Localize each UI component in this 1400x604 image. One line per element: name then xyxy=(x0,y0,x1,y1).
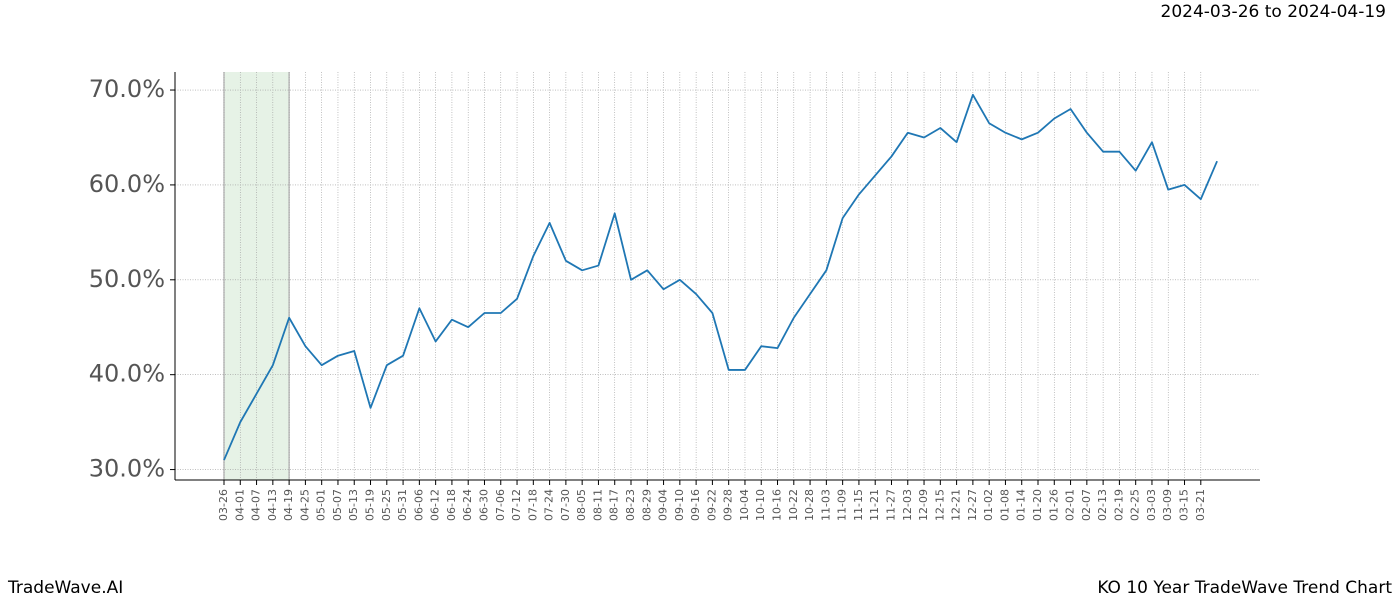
x-tick-label: 01-08 xyxy=(998,489,1011,521)
x-tick-label: 10-28 xyxy=(803,489,816,521)
x-tick-label: 12-27 xyxy=(966,489,979,521)
x-tick-label: 03-26 xyxy=(217,489,230,521)
x-tick-label: 07-12 xyxy=(510,489,523,521)
series-line xyxy=(223,93,1218,461)
x-tick-label: 01-02 xyxy=(982,489,995,521)
x-tick-label: 10-22 xyxy=(787,489,800,521)
x-tick-label: 03-03 xyxy=(1145,489,1158,521)
x-tick-label: 08-29 xyxy=(640,489,653,521)
x-tick-label: 01-20 xyxy=(1031,489,1044,521)
x-tick-label: 11-27 xyxy=(884,489,897,521)
x-tick-label: 10-16 xyxy=(771,489,784,521)
footer-left: TradeWave.AI xyxy=(7,578,123,598)
x-tick-label: 02-01 xyxy=(1064,489,1077,521)
x-tick-label: 12-03 xyxy=(901,489,914,521)
x-tick-label: 01-14 xyxy=(1015,489,1028,521)
highlight-band xyxy=(224,72,290,480)
chart-title: 2024-03-26 to 2024-04-19 xyxy=(1161,2,1386,22)
x-tick-label: 07-06 xyxy=(494,489,507,521)
x-tick-label: 04-19 xyxy=(282,489,295,521)
x-tick-label: 06-24 xyxy=(461,489,474,521)
x-tick-label: 07-30 xyxy=(559,489,572,521)
x-tick-label: 11-09 xyxy=(836,489,849,521)
y-tick-label: 30.0% xyxy=(89,455,165,483)
x-tick-label: 07-24 xyxy=(543,489,556,521)
x-tick-label: 11-15 xyxy=(852,489,865,521)
x-tick-label: 05-01 xyxy=(315,489,328,521)
footer-right: KO 10 Year TradeWave Trend Chart xyxy=(1097,578,1392,598)
x-tick-label: 09-04 xyxy=(657,489,670,521)
x-tick-label: 06-06 xyxy=(412,489,425,521)
x-tick-label: 04-13 xyxy=(266,489,279,521)
x-tick-label: 09-28 xyxy=(722,489,735,521)
x-tick-label: 05-19 xyxy=(364,489,377,521)
x-tick-label: 08-17 xyxy=(608,489,621,521)
x-tick-label: 11-03 xyxy=(819,489,832,521)
x-tick-label: 08-23 xyxy=(624,489,637,521)
y-tick-label: 60.0% xyxy=(89,170,165,198)
x-tick-label: 08-11 xyxy=(591,489,604,521)
x-tick-label: 01-26 xyxy=(1047,489,1060,521)
x-tick-label: 04-07 xyxy=(250,489,263,521)
x-tick-label: 02-25 xyxy=(1129,489,1142,521)
x-tick-label: 12-15 xyxy=(933,489,946,521)
x-tick-label: 09-16 xyxy=(689,489,702,521)
x-tick-label: 12-21 xyxy=(950,489,963,521)
x-tick-label: 08-05 xyxy=(575,489,588,521)
y-tick-label: 40.0% xyxy=(89,360,165,388)
x-tick-label: 07-18 xyxy=(526,489,539,521)
x-tick-label: 03-15 xyxy=(1178,489,1191,521)
x-tick-label: 05-13 xyxy=(347,489,360,521)
y-tick-label: 70.0% xyxy=(89,75,165,103)
x-tick-label: 06-12 xyxy=(429,489,442,521)
y-tick-label: 50.0% xyxy=(89,265,165,293)
x-tick-label: 04-25 xyxy=(298,489,311,521)
x-tick-label: 03-21 xyxy=(1194,489,1207,521)
x-tick-label: 06-18 xyxy=(445,489,458,521)
x-tick-label: 10-04 xyxy=(738,489,751,521)
x-tick-label: 09-10 xyxy=(673,489,686,521)
x-tick-label: 06-30 xyxy=(477,489,490,521)
x-tick-label: 04-01 xyxy=(233,489,246,521)
x-tick-label: 12-09 xyxy=(917,489,930,521)
x-tick-label: 05-25 xyxy=(380,489,393,521)
x-tick-label: 05-31 xyxy=(396,489,409,521)
x-tick-label: 05-07 xyxy=(331,489,344,521)
x-tick-label: 02-19 xyxy=(1112,489,1125,521)
x-tick-label: 11-21 xyxy=(868,489,881,521)
x-tick-label: 02-13 xyxy=(1096,489,1109,521)
x-tick-label: 02-07 xyxy=(1080,489,1093,521)
x-tick-label: 03-09 xyxy=(1161,489,1174,521)
x-tick-label: 09-22 xyxy=(705,489,718,521)
x-tick-label: 10-10 xyxy=(754,489,767,521)
